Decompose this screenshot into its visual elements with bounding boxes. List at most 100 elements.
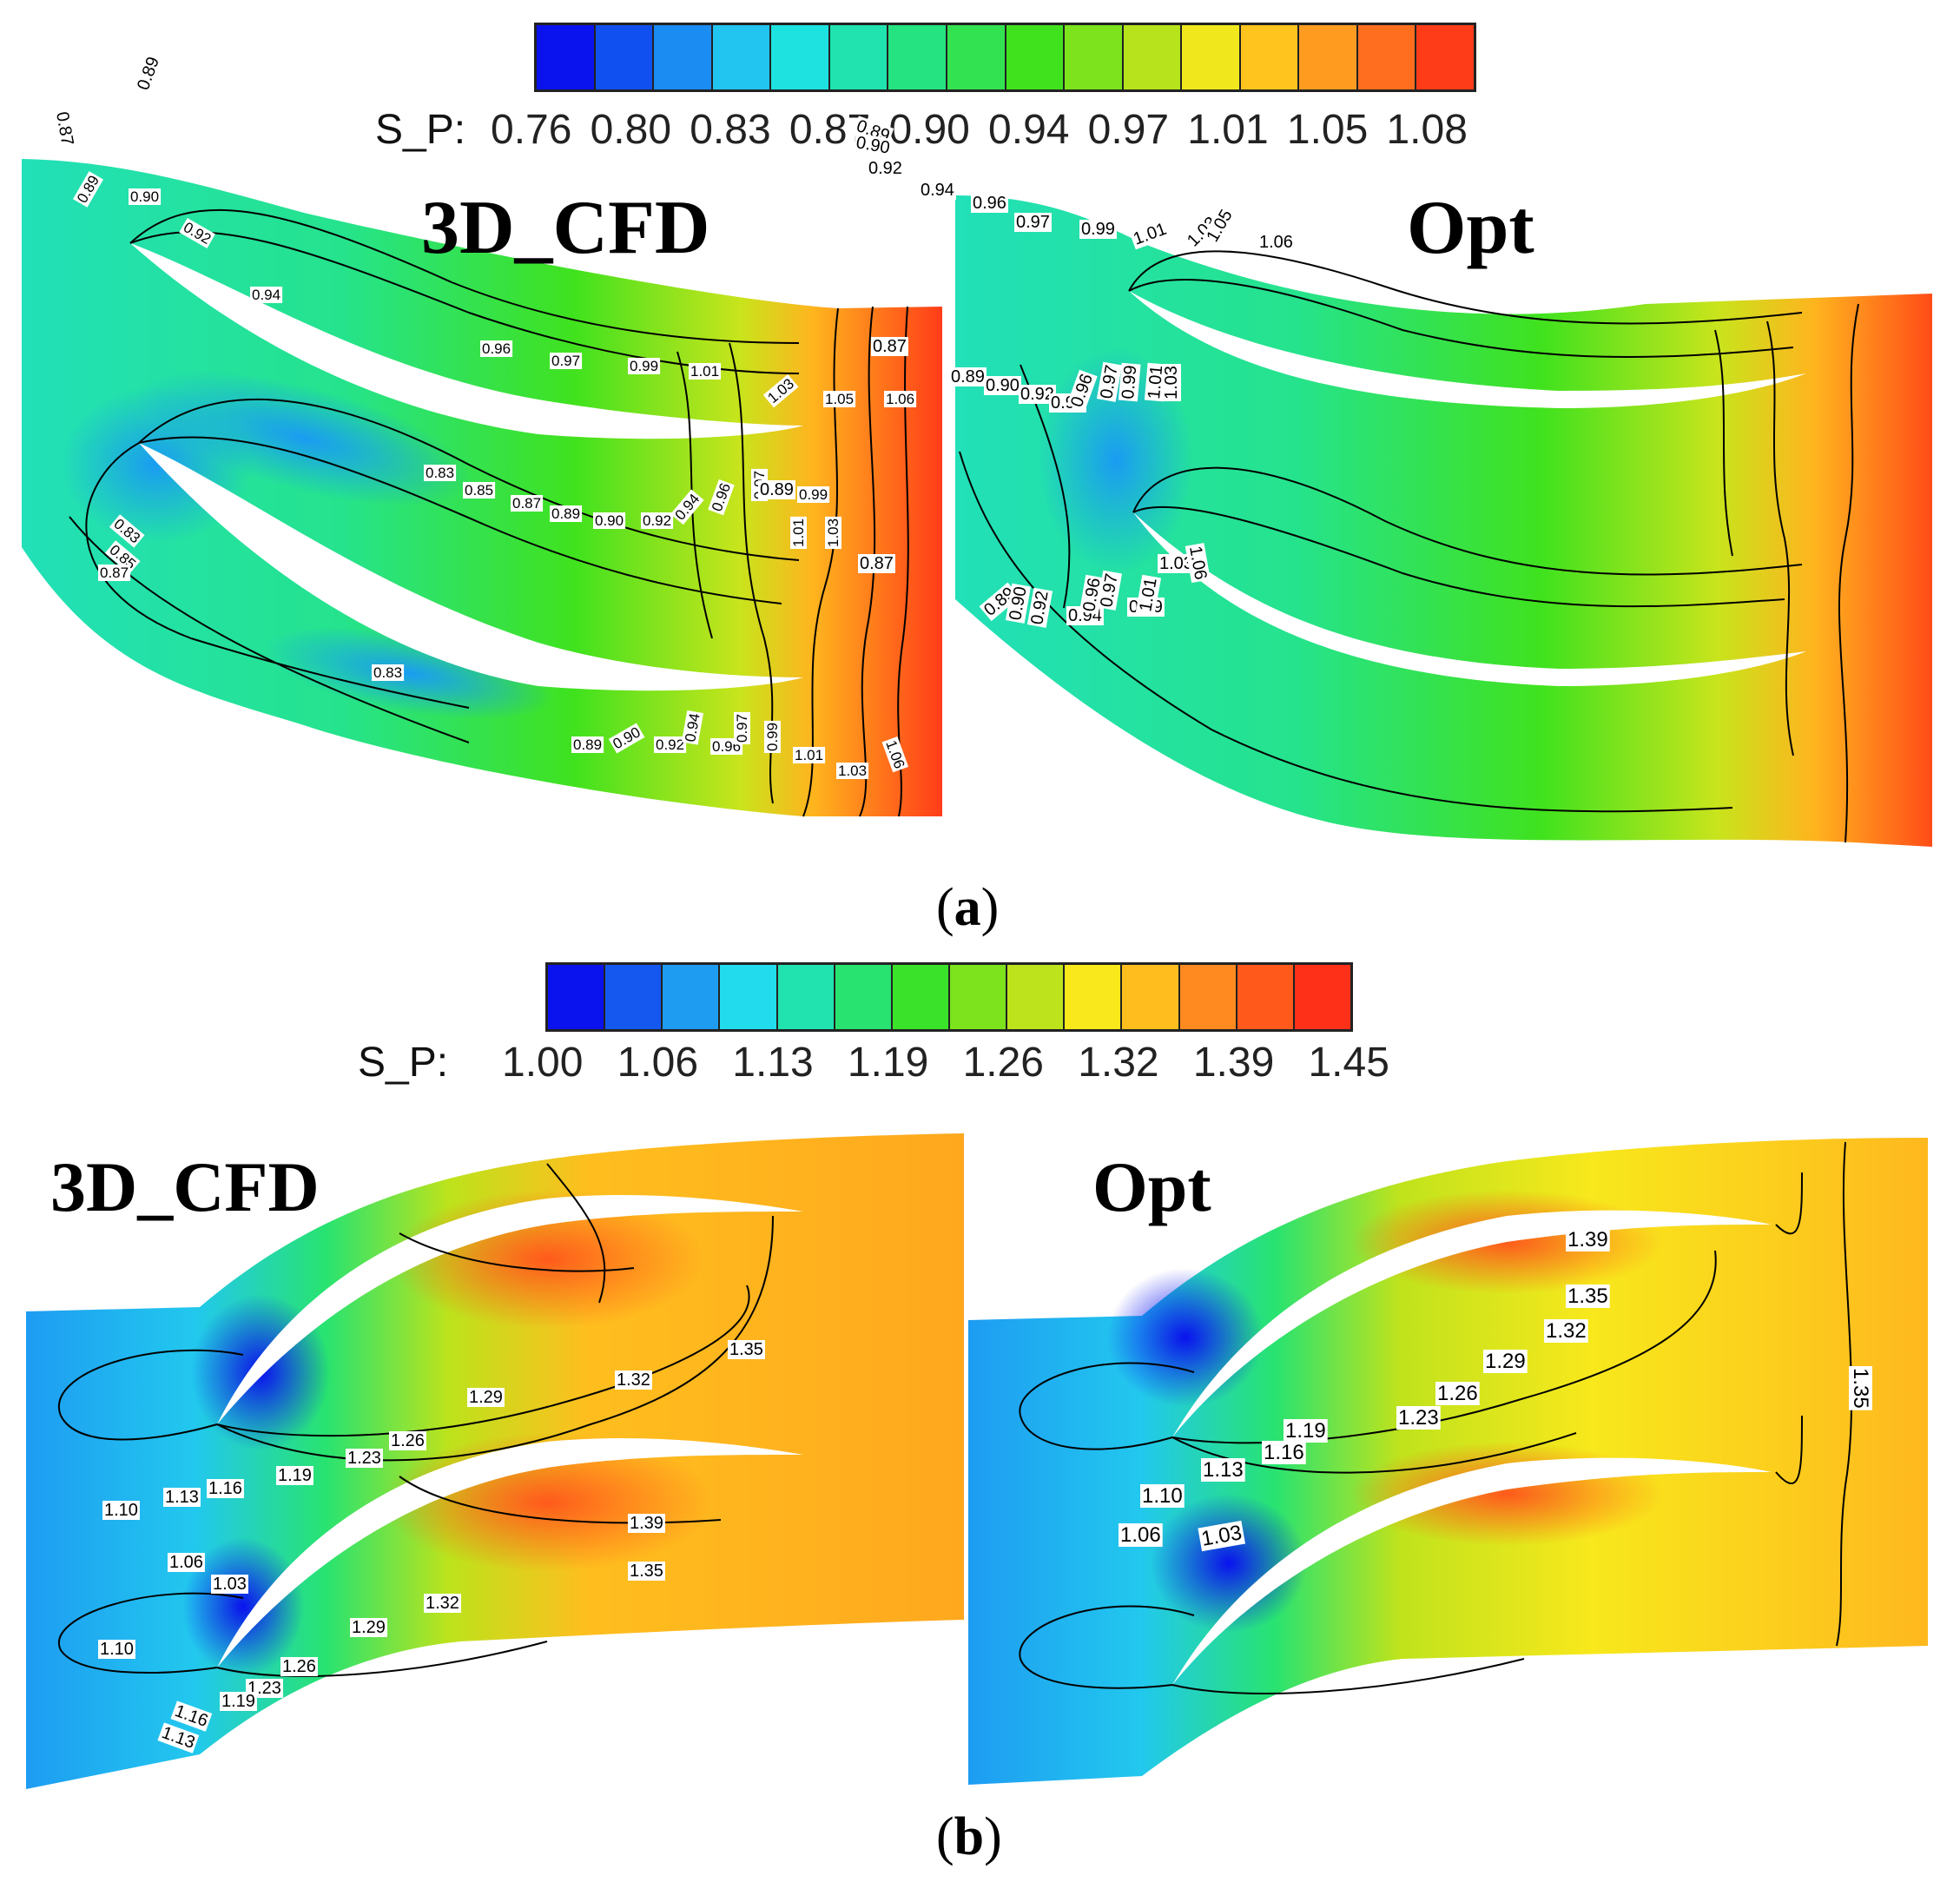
contour-label-bg xyxy=(102,1501,140,1520)
contour-label-bg xyxy=(163,1488,201,1507)
contour-label-bg xyxy=(758,480,795,499)
contour-label-bg xyxy=(424,1594,461,1613)
contour-label-bg xyxy=(1202,205,1237,248)
colorbar-tick-label: 1.39 xyxy=(1192,1040,1275,1086)
contour-label: 1.06 xyxy=(1259,233,1293,252)
contour-label: 0.85 xyxy=(465,482,493,499)
caption-a: (a) xyxy=(936,878,1000,937)
contour-label: 1.29 xyxy=(469,1388,503,1407)
colorbar-cell xyxy=(771,25,830,89)
contour-label: 1.19 xyxy=(221,1692,255,1711)
contour-plot-b-3dcfd: 1.35 1.32 1.29 1.26 1.23 1.19 1.16 1.13 1.10 1.39… xyxy=(26,1133,964,1789)
contour-label-bg xyxy=(98,565,131,581)
contour-label-bg xyxy=(1135,574,1162,615)
contour-label: 0.87 xyxy=(100,565,129,581)
contour-label: 1.26 xyxy=(1437,1382,1478,1405)
blade-a-right-2 xyxy=(1133,512,1806,686)
contour-label-bg xyxy=(170,1701,213,1732)
colorbar-tick-label: 1.00 xyxy=(502,1040,584,1086)
contour-label-bg xyxy=(480,340,513,357)
colorbar-tick-label: 1.13 xyxy=(732,1040,814,1086)
contour-label-bg xyxy=(728,1340,765,1359)
contour-label-bg xyxy=(104,540,141,574)
contour-label-bg xyxy=(346,1449,383,1468)
colorbar-cell xyxy=(1299,25,1358,89)
contour-label-bg xyxy=(867,159,904,178)
contour-label: 0.87 xyxy=(52,110,76,147)
contour-label: 0.99 xyxy=(1081,220,1115,239)
contour-label-bg xyxy=(1849,1366,1872,1410)
flow-domain-a-right xyxy=(955,195,1932,847)
contour-label: 1.01 xyxy=(1131,220,1169,249)
contour-label-bg xyxy=(1544,1319,1588,1343)
contour-label: 1.32 xyxy=(617,1370,650,1390)
contour-label: 1.03 xyxy=(1162,366,1181,400)
contour-label-bg xyxy=(823,391,856,407)
contour-label-bg xyxy=(467,1388,505,1407)
contour-label-bg xyxy=(1198,1520,1246,1552)
contour-label-bg xyxy=(971,194,1008,213)
contour-label-bg xyxy=(825,516,841,549)
contour-label: 1.16 xyxy=(208,1479,242,1498)
contour-label-bg xyxy=(550,505,583,522)
contour-label: 1.23 xyxy=(347,1449,381,1468)
contour-label-bg xyxy=(276,1466,313,1485)
contour-label-bg xyxy=(1144,362,1167,402)
contour-label-bg xyxy=(1129,219,1171,250)
contour-label-bg xyxy=(608,723,645,754)
contour-label-bg xyxy=(762,373,799,408)
contour-label-bg xyxy=(1257,233,1295,252)
colorbar-a-ticks: 0.76 0.80 0.83 0.87 0.90 0.94 0.97 1.01 1.05 1.08 xyxy=(491,106,1468,154)
contour-label-bg xyxy=(1005,583,1032,624)
contour-label: 0.89 xyxy=(551,505,580,522)
contour-label: 1.03 xyxy=(838,763,867,779)
contour-label: 1.10 xyxy=(1142,1484,1183,1508)
contour-label-bg xyxy=(628,1562,665,1581)
colorbar-cell xyxy=(1237,965,1295,1029)
contour-label: 1.32 xyxy=(426,1594,459,1613)
contour-label-bg xyxy=(1118,362,1141,402)
contour-label-bg xyxy=(73,171,104,208)
contour-label: 0.97 xyxy=(1016,213,1050,232)
colorbar-cell xyxy=(605,965,663,1029)
contour-label-bg xyxy=(790,516,807,549)
contour-label-bg xyxy=(109,514,145,548)
contour-label-bg xyxy=(615,1370,652,1390)
colorbar-cell xyxy=(949,965,1008,1029)
contour-label-bg xyxy=(708,479,735,516)
contour-label: 0.92 xyxy=(1020,385,1054,404)
colorbar-cell xyxy=(1007,965,1066,1029)
colorbar-tick-label: 0.83 xyxy=(690,107,771,153)
blade-a-left-1 xyxy=(130,243,803,439)
contour-label-bg xyxy=(1435,1382,1480,1405)
contour-label-bg xyxy=(919,181,956,200)
contour-label-bg xyxy=(1140,1484,1185,1508)
blade-a-left-2 xyxy=(139,443,803,691)
colorbar-tick-label: 0.97 xyxy=(1087,107,1170,153)
colorbar-tick-label: 0.76 xyxy=(491,107,572,153)
contour-label: 1.06 xyxy=(169,1553,203,1572)
contour-label-bg xyxy=(734,711,750,744)
contour-label-bg xyxy=(571,736,604,753)
colorbar-tick-label: 0.80 xyxy=(590,107,672,153)
contour-label: 0.87 xyxy=(860,554,894,573)
colorbar-cell xyxy=(548,965,606,1029)
colorbar-cell xyxy=(654,25,713,89)
contour-label-bg xyxy=(593,512,626,529)
colorbar-tick-label: 1.26 xyxy=(962,1040,1044,1086)
contour-label: 0.94 xyxy=(921,181,954,200)
colorbar-cell xyxy=(712,25,772,89)
colorbar-tick-label: 1.45 xyxy=(1308,1040,1389,1086)
title-b-opt: Opt xyxy=(1092,1147,1211,1226)
colorbar-cell xyxy=(537,25,596,89)
contour-label-bg xyxy=(463,482,496,499)
contour-label-bg xyxy=(979,582,1020,622)
contour-label: 1.35 xyxy=(1567,1285,1608,1308)
contour-label: 1.16 xyxy=(1264,1441,1304,1464)
contour-label: 0.87 xyxy=(512,495,541,512)
contour-label: 1.10 xyxy=(100,1640,134,1659)
contour-label-bg xyxy=(1566,1285,1610,1308)
colorbar-cell xyxy=(777,965,835,1029)
contour-label-bg xyxy=(133,52,164,95)
colorbar-b-ticks: 1.00 1.06 1.13 1.19 1.26 1.32 1.39 1.45 xyxy=(502,1039,1389,1086)
